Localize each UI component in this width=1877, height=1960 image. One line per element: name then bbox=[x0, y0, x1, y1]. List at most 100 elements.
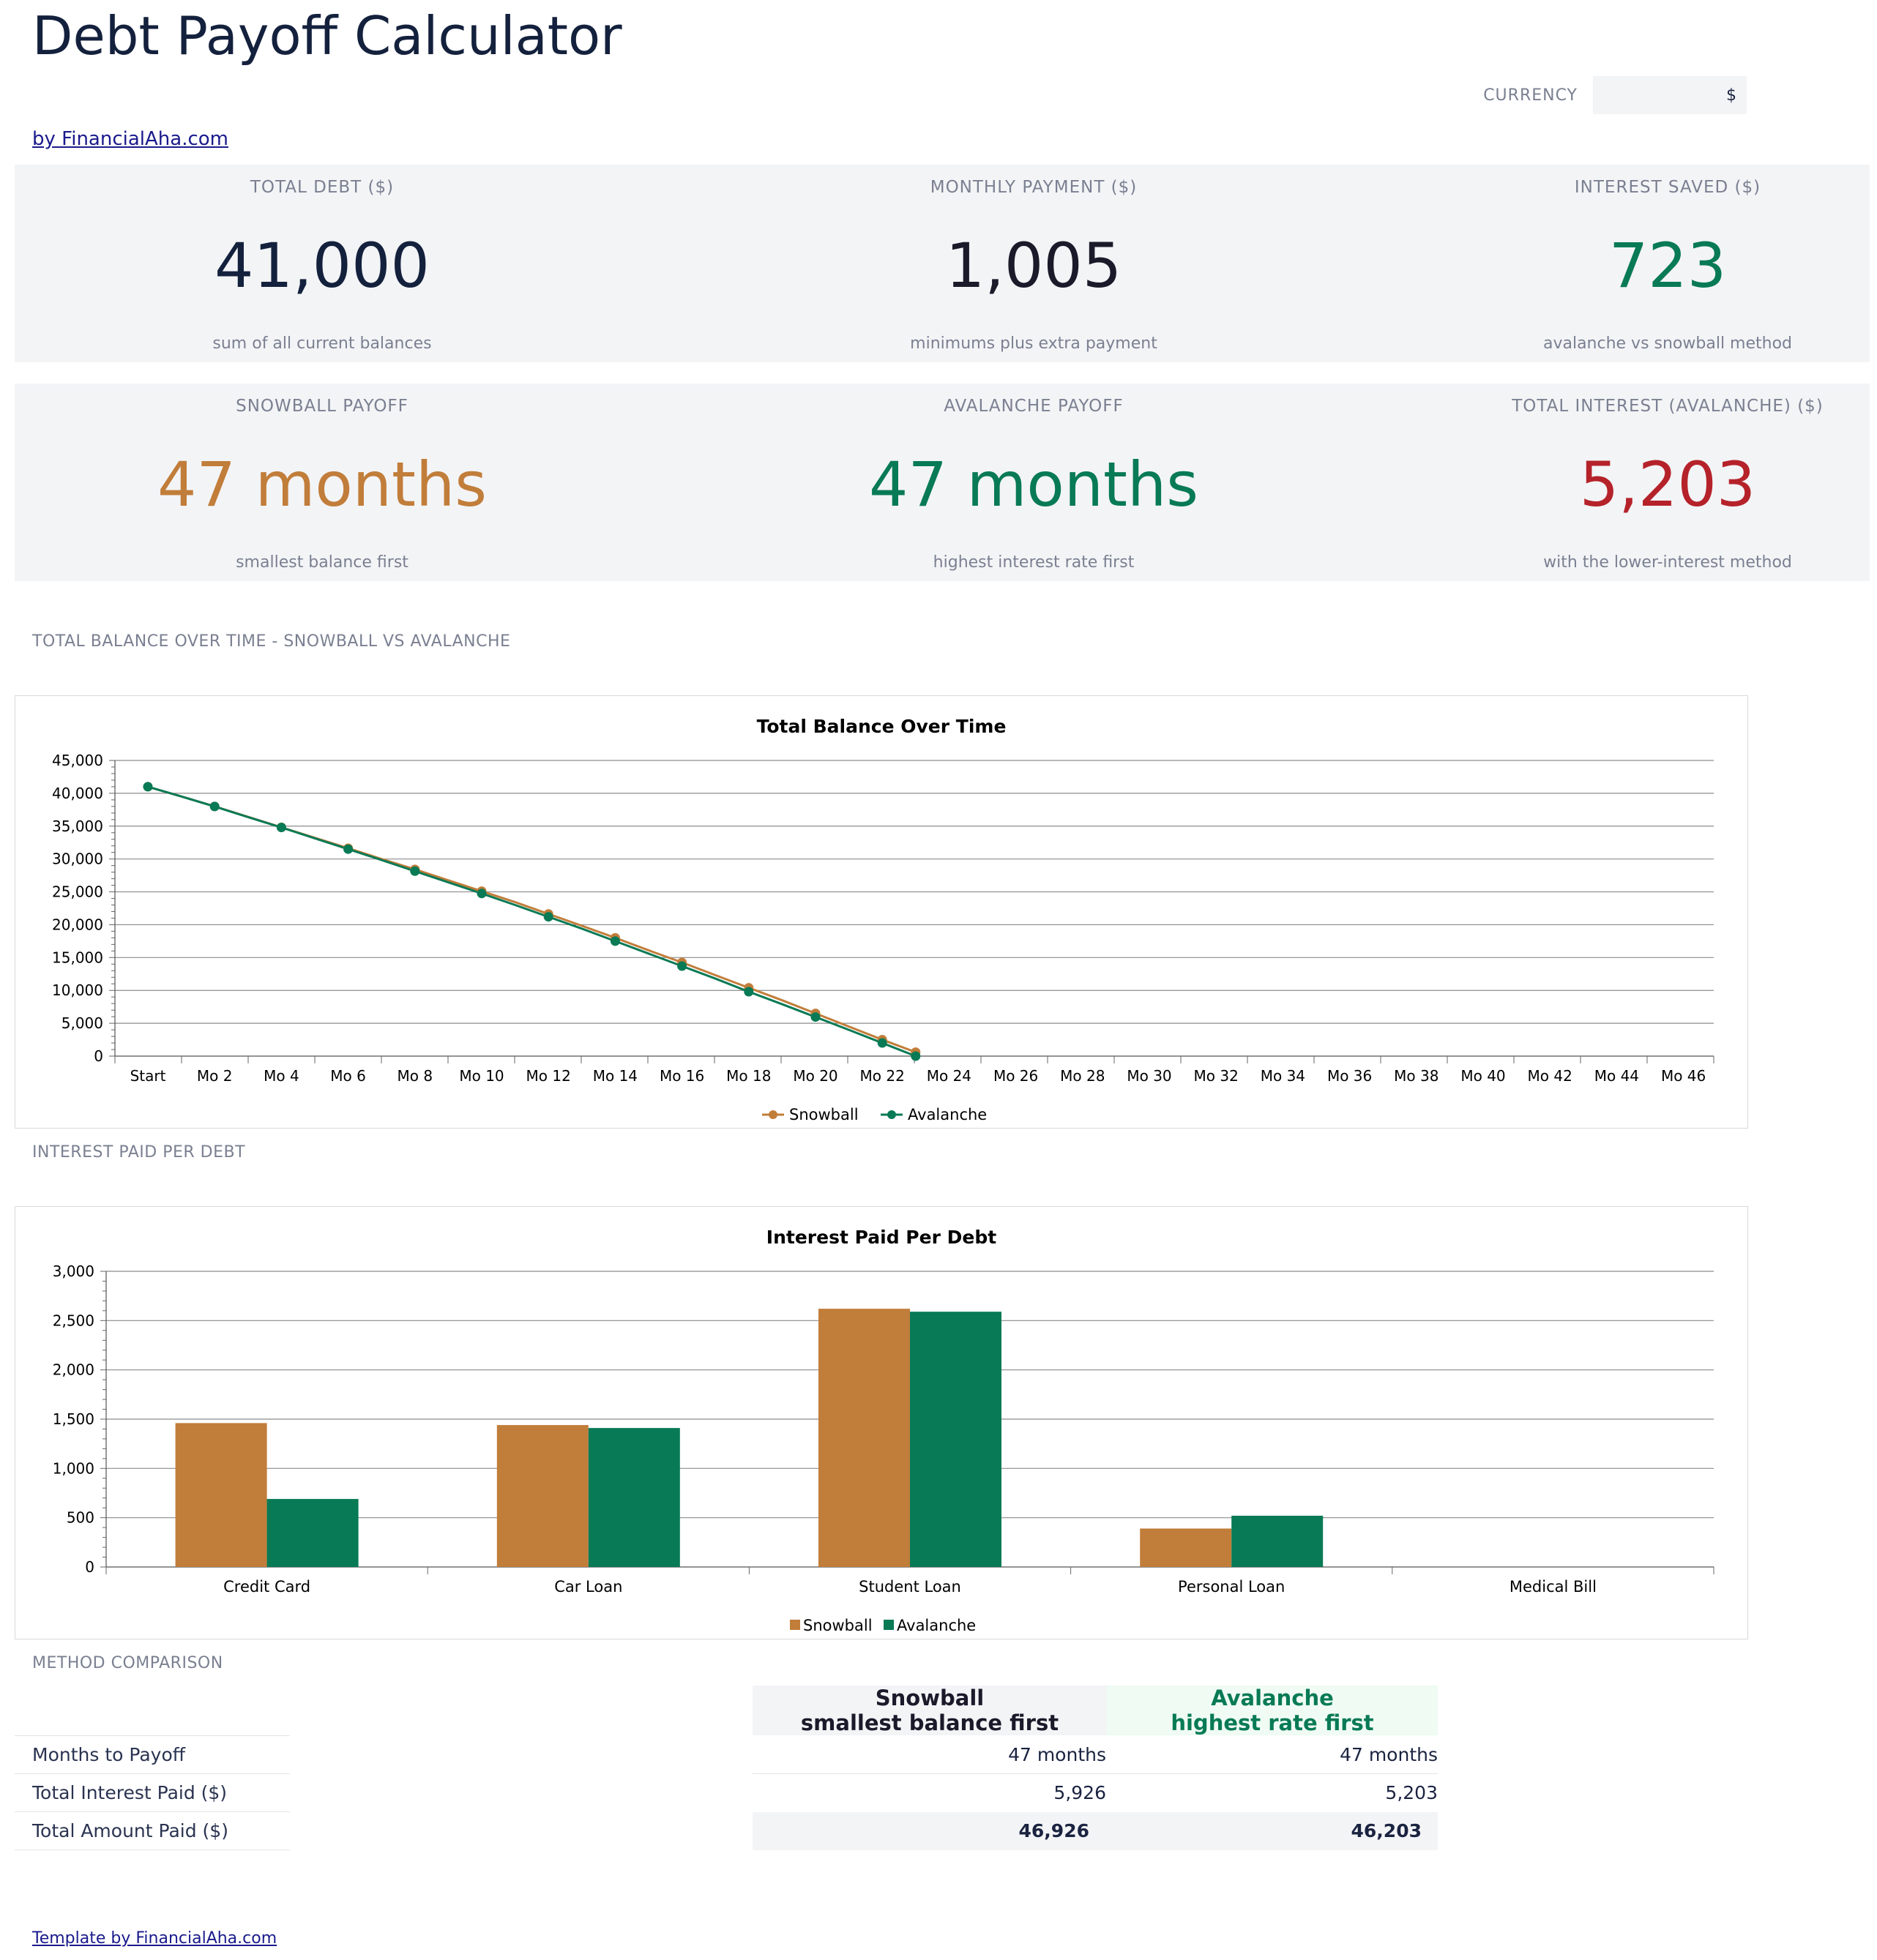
chart-title: Interest Paid Per Debt bbox=[766, 1227, 996, 1248]
x-tick-label: Mo 10 bbox=[459, 1067, 504, 1085]
data-point bbox=[677, 961, 687, 971]
page-title: Debt Payoff Calculator bbox=[32, 5, 622, 67]
kpi-value: 5,203 bbox=[1579, 449, 1756, 520]
table-row-label: Total Amount Paid ($) bbox=[32, 1820, 228, 1841]
table-cell: 47 months bbox=[1008, 1744, 1106, 1765]
x-tick-label: Mo 6 bbox=[330, 1067, 366, 1085]
y-tick-label: 0 bbox=[94, 1047, 103, 1065]
kpi-label: MONTHLY PAYMENT ($) bbox=[930, 178, 1138, 197]
legend-marker bbox=[769, 1110, 777, 1119]
kpi-sub: sum of all current balances bbox=[212, 334, 432, 353]
bar-avalanche bbox=[266, 1499, 359, 1567]
legend-swatch bbox=[790, 1620, 800, 1630]
table-cell: 47 months bbox=[1340, 1744, 1438, 1765]
y-tick-label: 2,000 bbox=[53, 1361, 94, 1379]
currency-value: $ bbox=[1726, 86, 1736, 105]
y-tick-label: 45,000 bbox=[52, 752, 103, 769]
x-tick-label: Mo 16 bbox=[660, 1067, 704, 1085]
x-tick-label: Mo 26 bbox=[993, 1067, 1038, 1085]
x-tick-label: Mo 14 bbox=[593, 1067, 638, 1085]
kpi-monthly-payment: MONTHLY PAYMENT ($) 1,005 minimums plus … bbox=[726, 165, 1341, 362]
y-tick-label: 15,000 bbox=[52, 949, 103, 966]
x-tick-label: Start bbox=[130, 1067, 166, 1085]
row-divider bbox=[15, 1849, 290, 1850]
data-point bbox=[911, 1051, 921, 1061]
y-tick-label: 30,000 bbox=[52, 850, 103, 868]
legend-label: Snowball bbox=[803, 1617, 873, 1634]
kpi-value: 47 months bbox=[157, 449, 487, 520]
data-point bbox=[877, 1038, 887, 1048]
row-divider bbox=[15, 1773, 290, 1774]
interest-chart-svg: Interest Paid Per Debt 0 500 1,000 1,500 2,00… bbox=[53, 1227, 1714, 1634]
y-tick-label: 3,000 bbox=[53, 1263, 94, 1280]
section-label-interest: INTEREST PAID PER DEBT bbox=[32, 1143, 246, 1162]
kpi-label: SNOWBALL PAYOFF bbox=[236, 397, 408, 416]
x-tick-label: Mo 34 bbox=[1261, 1067, 1305, 1085]
x-category-label: Student Loan bbox=[859, 1578, 961, 1596]
row-divider bbox=[753, 1773, 1438, 1774]
y-tick-label: 2,500 bbox=[53, 1312, 94, 1329]
data-point bbox=[744, 987, 754, 997]
table-cell: 5,926 bbox=[1053, 1782, 1106, 1803]
row-divider bbox=[15, 1735, 290, 1736]
data-point bbox=[477, 889, 487, 899]
data-point bbox=[410, 866, 420, 876]
financialaha-link[interactable]: by FinancialAha.com bbox=[32, 128, 228, 150]
table-cell-total: 46,203 bbox=[1351, 1820, 1422, 1841]
balance-chart-svg: Total Balance Over Time 0 5,000 10,000 15,00… bbox=[52, 716, 1714, 1123]
y-tick-label: 10,000 bbox=[52, 981, 103, 999]
currency-input[interactable]: $ bbox=[1593, 76, 1747, 114]
data-point bbox=[343, 844, 354, 854]
x-category-label: Credit Card bbox=[223, 1578, 310, 1596]
kpi-label: INTEREST SAVED ($) bbox=[1574, 178, 1761, 197]
kpi-value: 1,005 bbox=[945, 230, 1122, 302]
y-tick-label: 40,000 bbox=[52, 785, 103, 802]
y-tick-label: 1,000 bbox=[53, 1459, 94, 1477]
x-tick-label: Mo 32 bbox=[1194, 1067, 1239, 1085]
kpi-total-debt: TOTAL DEBT ($) 41,000 sum of all current… bbox=[15, 165, 630, 362]
kpi-avalanche-payoff: AVALANCHE PAYOFF 47 months highest inter… bbox=[726, 384, 1341, 581]
kpi-band-1: TOTAL DEBT ($) 41,000 sum of all current… bbox=[15, 165, 1870, 362]
y-tick-label: 20,000 bbox=[52, 916, 103, 933]
data-point bbox=[209, 801, 220, 812]
kpi-value: 723 bbox=[1608, 230, 1727, 302]
data-point bbox=[543, 912, 553, 922]
kpi-value: 41,000 bbox=[214, 230, 430, 302]
x-tick-label: Mo 12 bbox=[526, 1067, 571, 1085]
x-tick-label: Mo 46 bbox=[1661, 1067, 1706, 1085]
kpi-sub: minimums plus extra payment bbox=[910, 334, 1157, 353]
bar-avalanche bbox=[910, 1312, 1001, 1567]
bar-avalanche bbox=[588, 1428, 680, 1567]
kpi-label: AVALANCHE PAYOFF bbox=[944, 397, 1124, 416]
y-tick-label: 1,500 bbox=[53, 1410, 94, 1428]
total-row-background bbox=[753, 1812, 1438, 1850]
kpi-value: 47 months bbox=[869, 449, 1198, 520]
kpi-total-interest-avalanche: TOTAL INTEREST (AVALANCHE) ($) 5,203 wit… bbox=[1360, 384, 1877, 581]
table-row-label: Total Interest Paid ($) bbox=[32, 1782, 228, 1803]
balance-chart: Total Balance Over Time 0 5,000 10,000 15,00… bbox=[15, 695, 1748, 1129]
x-category-label: Car Loan bbox=[554, 1578, 622, 1596]
bar-snowball bbox=[818, 1309, 910, 1567]
kpi-sub: highest interest rate first bbox=[933, 553, 1135, 572]
kpi-interest-saved: INTEREST SAVED ($) 723 avalanche vs snow… bbox=[1360, 165, 1877, 362]
legend-label: Snowball bbox=[789, 1106, 859, 1123]
x-tick-label: Mo 38 bbox=[1394, 1067, 1438, 1085]
y-tick-label: 0 bbox=[85, 1558, 94, 1576]
avalanche-column-header: Avalanche highest rate first bbox=[1107, 1686, 1438, 1735]
y-tick-label: 35,000 bbox=[52, 818, 103, 835]
bar-snowball bbox=[496, 1425, 589, 1567]
avalanche-header-sub: highest rate first bbox=[1171, 1710, 1374, 1735]
snowball-column-header: Snowball smallest balance first bbox=[753, 1686, 1107, 1735]
data-point bbox=[610, 936, 620, 946]
bar-snowball bbox=[1140, 1528, 1232, 1567]
legend-label: Avalanche bbox=[908, 1106, 987, 1123]
kpi-sub: avalanche vs snowball method bbox=[1542, 334, 1793, 353]
y-tick-label: 5,000 bbox=[61, 1014, 103, 1032]
kpi-label: TOTAL INTEREST (AVALANCHE) ($) bbox=[1512, 397, 1824, 416]
kpi-sub: with the lower-interest method bbox=[1543, 553, 1792, 572]
x-tick-label: Mo 36 bbox=[1327, 1067, 1372, 1085]
footer-template-link[interactable]: Template by FinancialAha.com bbox=[32, 1929, 277, 1948]
data-point bbox=[276, 823, 286, 833]
x-tick-label: Mo 44 bbox=[1594, 1067, 1639, 1085]
table-row-label: Months to Payoff bbox=[32, 1744, 185, 1765]
